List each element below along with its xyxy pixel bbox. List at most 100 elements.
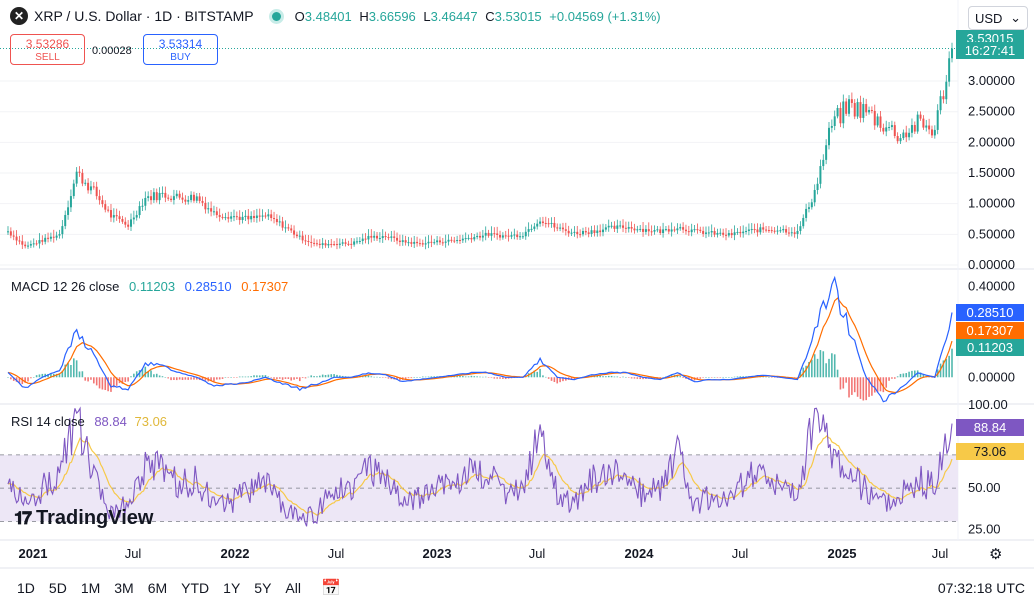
range-button-6m[interactable]: 6M [147, 580, 168, 596]
bottom-toolbar: 1D 5D 1M 3M 6M YTD 1Y 5Y All 📅 07:32:18 UTC [0, 570, 1034, 606]
macd-histogram-bar [951, 348, 953, 378]
candle [450, 239, 453, 241]
time-axis-tick: 2023 [423, 546, 452, 561]
macd-histogram-bar [324, 374, 327, 378]
symbol-title[interactable]: XRP / U.S. Dollar · 1D · BITSTAMP [34, 8, 254, 24]
candle [687, 231, 690, 233]
macd-histogram-bar [619, 377, 621, 378]
candle [573, 231, 576, 233]
candle [930, 129, 933, 136]
macd-histogram-bar [536, 371, 539, 378]
candle [870, 110, 873, 112]
macd-histogram-bar [38, 374, 41, 378]
candle [284, 227, 287, 229]
candle [433, 242, 436, 244]
macd-histogram-bar [127, 377, 129, 382]
calendar-icon[interactable]: 📅 [320, 580, 341, 597]
candle [653, 230, 656, 232]
rsi-legend[interactable]: RSI 14 close 88.84 73.06 [11, 414, 167, 429]
macd-histogram-bar [287, 377, 290, 379]
candle [253, 215, 256, 219]
macd-histogram-bar [730, 377, 733, 378]
candle [187, 200, 190, 202]
candle [155, 192, 158, 201]
candle [396, 237, 399, 241]
candle [458, 240, 461, 242]
candle [81, 172, 84, 184]
macd-histogram-bar [768, 377, 770, 378]
candle [770, 230, 773, 232]
candle [782, 229, 785, 231]
macd-histogram-bar [676, 374, 679, 378]
macd-line-tag: 0.28510 [956, 304, 1024, 321]
macd-histogram-bar [35, 375, 38, 378]
macd-histogram-bar [459, 375, 461, 378]
candle [893, 125, 896, 136]
candle [104, 204, 107, 210]
macd-histogram-bar [313, 376, 315, 378]
macd-histogram-bar [221, 377, 224, 379]
candle [141, 205, 144, 207]
macd-histogram-bar [238, 376, 241, 378]
macd-histogram-bar [216, 377, 218, 380]
macd-histogram-bar [599, 375, 601, 378]
macd-line-value: 0.28510 [184, 279, 232, 294]
candle [89, 186, 92, 191]
candle [84, 182, 87, 184]
macd-histogram-bar [87, 377, 89, 382]
range-button-5d[interactable]: 5D [48, 580, 67, 596]
macd-histogram-bar [902, 373, 905, 378]
macd-histogram-bar [736, 376, 739, 378]
macd-legend[interactable]: MACD 12 26 close 0.11203 0.28510 0.17307 [11, 279, 288, 294]
macd-histogram-bar [107, 377, 109, 392]
market-status-icon [271, 11, 281, 21]
candle [556, 227, 559, 229]
macd-histogram-bar [399, 377, 401, 381]
candle [644, 229, 647, 232]
currency-label: USD [975, 10, 1003, 26]
macd-histogram-bar [499, 377, 501, 379]
candle [473, 237, 476, 240]
macd-histogram-bar [725, 377, 727, 378]
buy-button[interactable]: 3.53314 BUY [143, 34, 218, 65]
candle [338, 243, 341, 245]
range-button-all[interactable]: All [285, 580, 301, 596]
candle [350, 243, 353, 245]
tradingview-logo[interactable]: 𝟏𝟕 TradingView [14, 507, 153, 530]
candle [487, 232, 490, 236]
candle [790, 232, 793, 234]
range-button-1m[interactable]: 1M [80, 580, 101, 596]
candle [659, 229, 662, 234]
candle [138, 206, 141, 216]
gear-icon[interactable]: ⚙ [989, 546, 1003, 563]
sell-button[interactable]: 3.53286 SELL [10, 34, 85, 65]
range-button-1y[interactable]: 1Y [223, 580, 241, 596]
time-axis-tick: 2021 [19, 546, 48, 561]
macd-histogram-bar [178, 377, 181, 380]
candle [848, 99, 851, 114]
candle [656, 229, 659, 231]
macd-histogram-bar [470, 375, 473, 378]
candle [72, 183, 75, 197]
range-buttons: 1D 5D 1M 3M 6M YTD 1Y 5Y All [17, 580, 301, 596]
candle [115, 215, 118, 217]
macd-histogram-bar [739, 376, 742, 378]
macd-histogram-bar [504, 377, 507, 380]
candle [853, 102, 856, 117]
macd-histogram-bar [776, 377, 779, 378]
clock-time[interactable]: 07:32:18 UTC [937, 580, 1025, 596]
range-button-1d[interactable]: 1D [17, 580, 35, 596]
candle [481, 235, 484, 238]
macd-histogram-bar [196, 377, 198, 380]
macd-histogram-bar [464, 376, 467, 378]
candle [255, 215, 258, 219]
candle [52, 236, 55, 238]
candle [736, 231, 739, 233]
range-button-5y[interactable]: 5Y [254, 580, 272, 596]
range-button-ytd[interactable]: YTD [181, 580, 210, 596]
price-axis-tick: 0.50000 [968, 226, 1015, 241]
currency-select[interactable]: USD ⌄ [968, 6, 1028, 30]
candle [730, 233, 733, 236]
range-button-3m[interactable]: 3M [114, 580, 134, 596]
